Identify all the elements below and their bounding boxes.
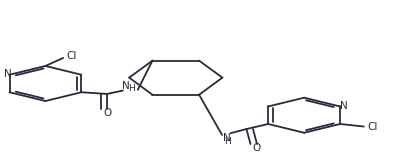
Text: Cl: Cl xyxy=(367,122,378,132)
Text: N: N xyxy=(122,81,130,91)
Text: H: H xyxy=(128,84,135,93)
Text: N: N xyxy=(4,69,11,79)
Text: N: N xyxy=(340,101,348,111)
Text: O: O xyxy=(252,143,261,153)
Text: H: H xyxy=(224,137,231,146)
Text: O: O xyxy=(103,108,111,118)
Text: N: N xyxy=(223,133,231,143)
Text: Cl: Cl xyxy=(67,51,77,61)
